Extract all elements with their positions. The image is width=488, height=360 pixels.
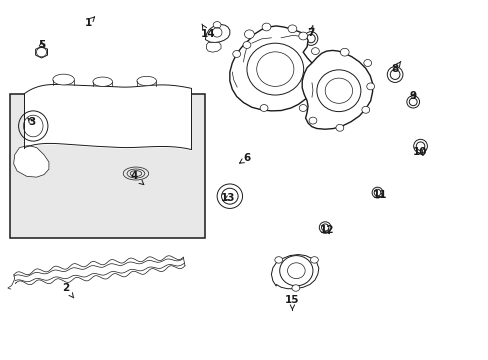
- Text: 1: 1: [84, 17, 95, 28]
- Ellipse shape: [262, 23, 270, 31]
- Polygon shape: [14, 146, 49, 177]
- Ellipse shape: [363, 59, 371, 67]
- Ellipse shape: [299, 104, 306, 112]
- Text: 7: 7: [306, 25, 314, 38]
- Ellipse shape: [274, 257, 282, 263]
- Ellipse shape: [311, 48, 319, 55]
- Polygon shape: [302, 50, 372, 129]
- Ellipse shape: [308, 117, 316, 124]
- Polygon shape: [206, 42, 221, 52]
- Ellipse shape: [137, 76, 156, 86]
- Text: 5: 5: [38, 40, 45, 50]
- Ellipse shape: [361, 106, 369, 113]
- Ellipse shape: [340, 48, 348, 56]
- Text: 4: 4: [130, 171, 143, 185]
- Text: 11: 11: [372, 190, 387, 200]
- Text: 14: 14: [200, 24, 215, 39]
- Ellipse shape: [310, 257, 318, 263]
- Ellipse shape: [244, 30, 254, 39]
- Ellipse shape: [298, 32, 307, 40]
- Ellipse shape: [53, 74, 74, 85]
- Text: 6: 6: [239, 153, 250, 163]
- Text: 13: 13: [220, 193, 235, 203]
- Ellipse shape: [287, 25, 296, 33]
- Ellipse shape: [279, 256, 312, 286]
- Ellipse shape: [325, 78, 352, 103]
- Text: 10: 10: [412, 147, 427, 157]
- Polygon shape: [229, 26, 316, 111]
- Text: 9: 9: [409, 91, 416, 102]
- Text: 2: 2: [62, 283, 74, 298]
- Ellipse shape: [232, 50, 240, 58]
- Ellipse shape: [246, 43, 303, 95]
- Text: 8: 8: [391, 61, 400, 74]
- Ellipse shape: [256, 52, 293, 86]
- Ellipse shape: [291, 285, 299, 291]
- Polygon shape: [271, 255, 318, 289]
- Text: 3: 3: [28, 117, 35, 127]
- Ellipse shape: [366, 83, 374, 90]
- Polygon shape: [205, 24, 229, 42]
- Ellipse shape: [93, 77, 112, 86]
- Ellipse shape: [260, 104, 267, 112]
- Text: 15: 15: [285, 294, 299, 310]
- Text: 12: 12: [319, 225, 333, 235]
- Ellipse shape: [213, 22, 221, 28]
- Ellipse shape: [287, 263, 305, 279]
- Ellipse shape: [37, 48, 46, 57]
- Bar: [10, 94, 205, 238]
- Ellipse shape: [243, 41, 250, 49]
- Ellipse shape: [335, 124, 343, 131]
- Ellipse shape: [316, 70, 360, 112]
